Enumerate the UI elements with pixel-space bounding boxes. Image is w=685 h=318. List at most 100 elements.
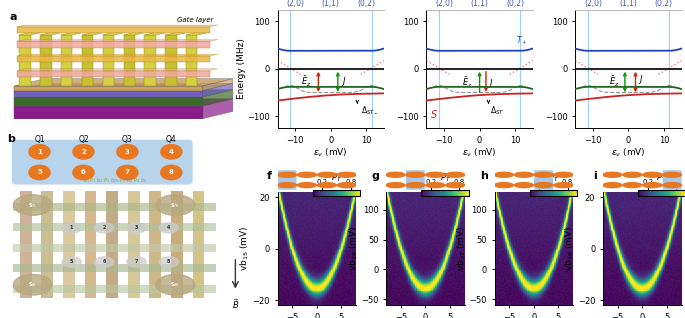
Polygon shape: [40, 35, 51, 86]
Polygon shape: [19, 35, 31, 86]
Polygon shape: [17, 25, 218, 27]
Polygon shape: [14, 86, 203, 91]
Y-axis label: vb$_{37}$ (mV): vb$_{37}$ (mV): [456, 226, 468, 271]
Polygon shape: [17, 39, 218, 41]
Circle shape: [662, 172, 682, 177]
Y-axis label: Energy (MHz): Energy (MHz): [237, 38, 246, 99]
Circle shape: [495, 183, 513, 188]
Circle shape: [277, 172, 297, 177]
Text: 6: 6: [81, 169, 86, 176]
Circle shape: [386, 183, 405, 188]
Circle shape: [446, 183, 464, 188]
Text: 4: 4: [169, 149, 174, 155]
Circle shape: [406, 183, 425, 188]
Polygon shape: [40, 33, 60, 35]
Circle shape: [73, 145, 94, 159]
Text: $\Delta_{ST_-}$: $\Delta_{ST_-}$: [361, 105, 378, 116]
Text: Gate layer: Gate layer: [177, 17, 213, 23]
Circle shape: [554, 183, 573, 188]
Text: $\bar{E}_z$: $\bar{E}_z$: [462, 76, 473, 90]
Polygon shape: [17, 56, 210, 62]
Text: $\Delta_{ST}$: $\Delta_{ST}$: [490, 104, 505, 117]
Circle shape: [534, 183, 553, 188]
Circle shape: [662, 183, 682, 188]
Circle shape: [643, 172, 662, 177]
Polygon shape: [17, 71, 210, 77]
Circle shape: [495, 172, 513, 177]
Circle shape: [514, 183, 534, 188]
Polygon shape: [14, 79, 233, 86]
Y-axis label: vb$_{15}$ (mV): vb$_{15}$ (mV): [238, 226, 251, 271]
Text: i: i: [593, 171, 597, 181]
Text: $\bar{E}_z$: $\bar{E}_z$: [301, 75, 311, 89]
Text: 8: 8: [169, 169, 174, 176]
Polygon shape: [19, 33, 40, 35]
Text: $J$: $J$: [638, 73, 644, 86]
Text: g: g: [372, 171, 379, 181]
FancyBboxPatch shape: [277, 170, 297, 190]
Polygon shape: [14, 91, 203, 97]
FancyBboxPatch shape: [12, 140, 192, 184]
Text: h: h: [480, 171, 488, 181]
Text: 5: 5: [37, 169, 42, 176]
Polygon shape: [14, 99, 233, 106]
Polygon shape: [203, 79, 233, 91]
Polygon shape: [61, 33, 82, 35]
Polygon shape: [203, 83, 233, 97]
Polygon shape: [14, 97, 203, 106]
FancyBboxPatch shape: [534, 170, 553, 190]
Circle shape: [161, 145, 182, 159]
Circle shape: [73, 165, 94, 180]
Circle shape: [297, 183, 316, 188]
Polygon shape: [145, 35, 155, 86]
Text: $J$: $J$: [341, 75, 347, 88]
Circle shape: [554, 172, 573, 177]
X-axis label: $\varepsilon_\nu$ (mV): $\varepsilon_\nu$ (mV): [314, 146, 348, 159]
Text: Q3: Q3: [122, 135, 133, 143]
Circle shape: [426, 172, 445, 177]
Polygon shape: [103, 35, 114, 86]
Circle shape: [623, 172, 642, 177]
FancyBboxPatch shape: [406, 170, 425, 190]
Text: Q2: Q2: [78, 135, 89, 143]
Polygon shape: [203, 90, 233, 106]
Circle shape: [386, 172, 405, 177]
Circle shape: [643, 183, 662, 188]
X-axis label: $P_T$: $P_T$: [548, 172, 559, 184]
Polygon shape: [14, 90, 233, 97]
X-axis label: $\varepsilon_\nu$ (mV): $\varepsilon_\nu$ (mV): [462, 146, 497, 159]
Polygon shape: [203, 99, 233, 119]
FancyBboxPatch shape: [662, 170, 682, 190]
Text: Q1: Q1: [34, 135, 45, 143]
Polygon shape: [165, 35, 177, 86]
Circle shape: [446, 172, 464, 177]
Polygon shape: [165, 33, 186, 35]
Text: 2: 2: [81, 149, 86, 155]
Circle shape: [426, 183, 445, 188]
Circle shape: [117, 145, 138, 159]
Text: $J$: $J$: [488, 77, 494, 90]
Polygon shape: [17, 41, 210, 48]
Circle shape: [277, 183, 297, 188]
Circle shape: [534, 172, 553, 177]
Text: a: a: [10, 12, 17, 22]
Text: $\vec{B}$: $\vec{B}$: [232, 297, 239, 310]
X-axis label: $P_T$: $P_T$: [440, 172, 451, 184]
Text: b: b: [7, 134, 14, 144]
Polygon shape: [186, 35, 197, 86]
Polygon shape: [17, 27, 210, 33]
Polygon shape: [186, 33, 206, 35]
Circle shape: [29, 165, 50, 180]
Y-axis label: vb$_{48}$ (mV): vb$_{48}$ (mV): [564, 226, 577, 271]
Polygon shape: [123, 35, 135, 86]
Polygon shape: [145, 33, 165, 35]
X-axis label: $P_T$: $P_T$: [331, 172, 342, 184]
Polygon shape: [14, 83, 233, 91]
Text: f: f: [266, 171, 271, 181]
Y-axis label: vb$_{26}$ (mV): vb$_{26}$ (mV): [347, 226, 360, 271]
Circle shape: [297, 172, 316, 177]
Circle shape: [317, 183, 336, 188]
Text: $b_1\ P_1\ b_2\ P_2\ b_{25}\ P_3\ b_4\ P_4\ b_5$: $b_1\ P_1\ b_2\ P_2\ b_{25}\ P_3\ b_4\ P…: [83, 176, 147, 184]
Polygon shape: [17, 54, 218, 56]
Text: $S$: $S$: [430, 108, 438, 120]
